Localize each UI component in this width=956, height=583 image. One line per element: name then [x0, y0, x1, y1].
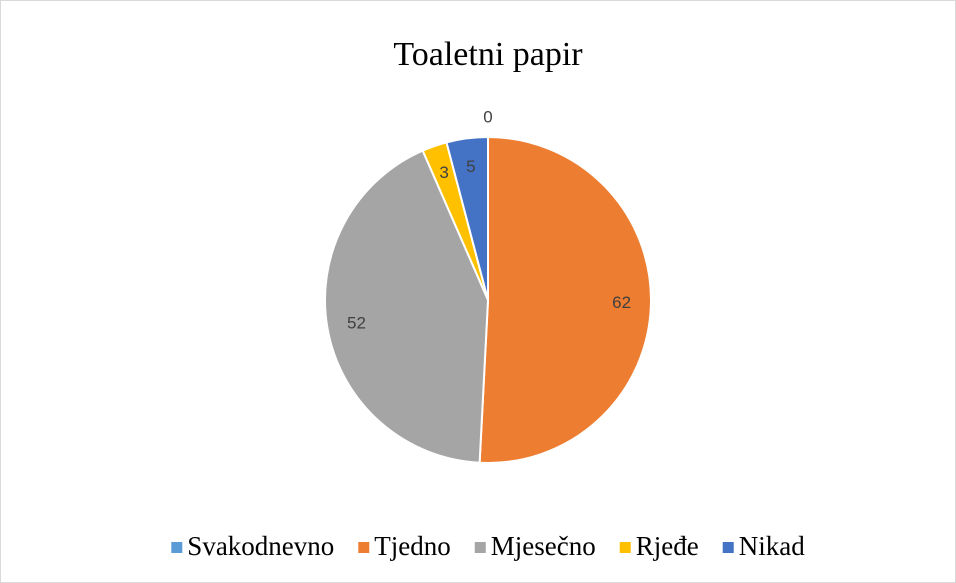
chart-title: Toaletni papir: [393, 36, 583, 73]
legend-label: Svakodnevno: [187, 531, 334, 561]
legend-swatch: [722, 542, 734, 553]
legend-label: Rjeđe: [636, 531, 699, 561]
data-label: 0: [483, 107, 492, 126]
legend-label: Mjesečno: [491, 531, 596, 561]
legend-label: Nikad: [739, 531, 805, 561]
legend-swatch: [619, 542, 631, 553]
legend-swatch: [358, 542, 370, 553]
data-label: 3: [439, 163, 448, 182]
data-label: 5: [466, 157, 475, 176]
data-label: 62: [612, 293, 631, 312]
legend-swatch: [474, 542, 486, 553]
data-label: 52: [347, 313, 366, 332]
pie-slice: [445, 135, 489, 301]
pie-slice: [478, 135, 652, 464]
pie-slice: [324, 149, 490, 464]
legend-label: Tjedno: [374, 531, 450, 561]
legend-swatch: [171, 542, 183, 553]
